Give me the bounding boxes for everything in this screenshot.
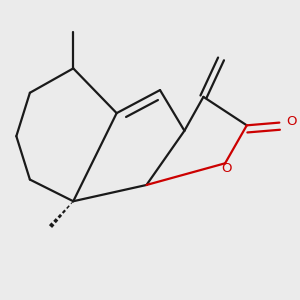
Text: O: O	[221, 162, 232, 175]
Text: O: O	[286, 115, 296, 128]
